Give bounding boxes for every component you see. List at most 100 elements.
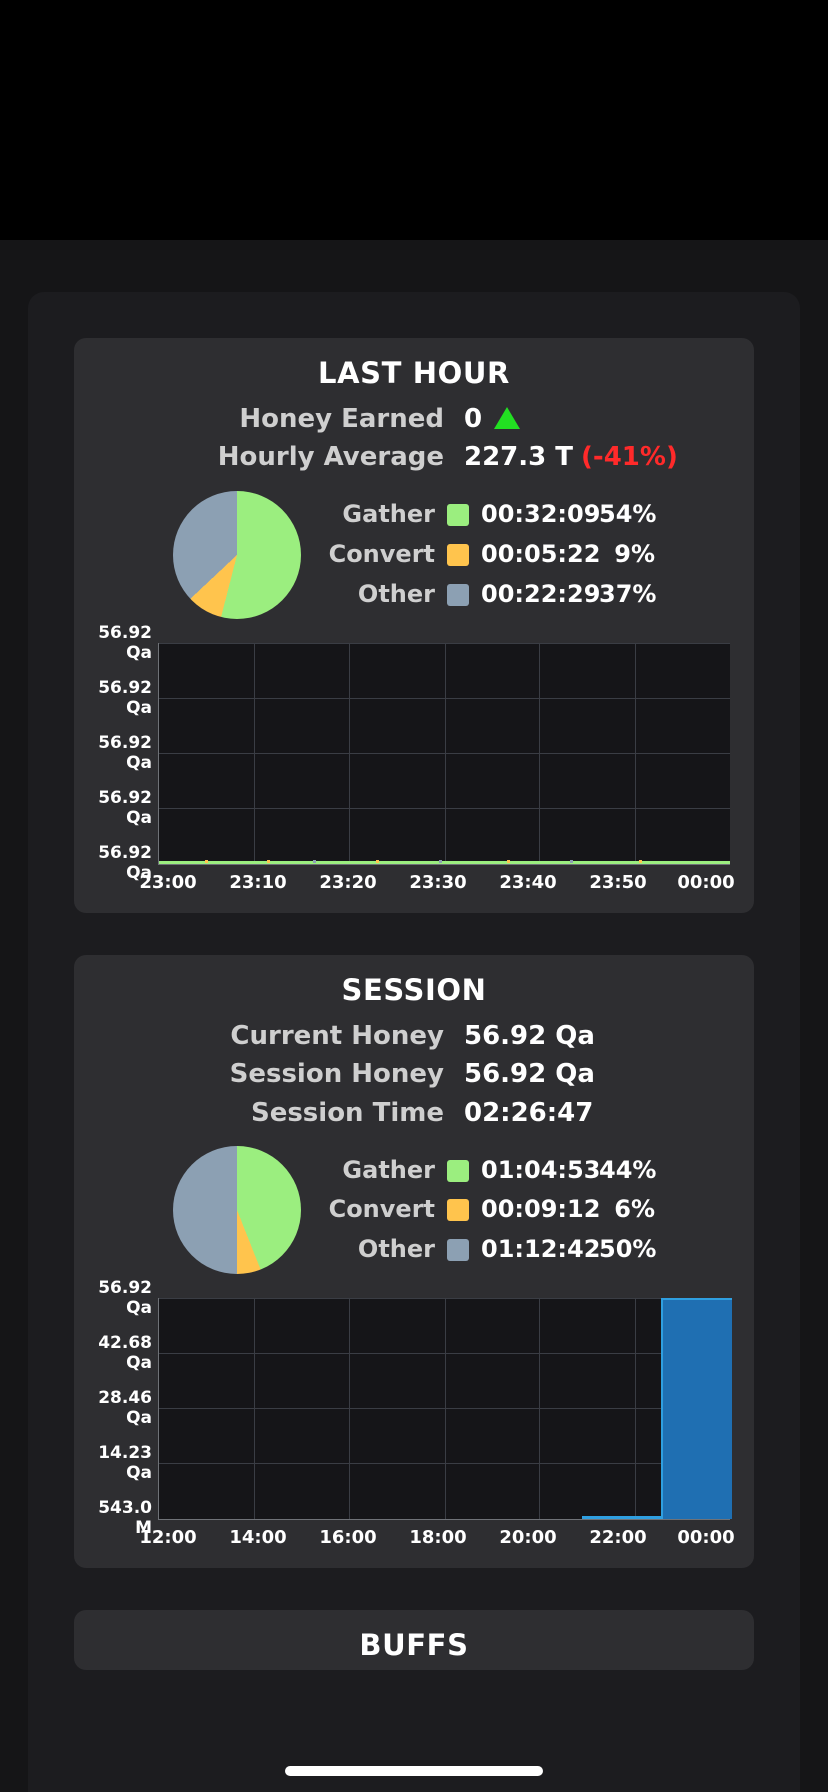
legend-swatch-gather	[447, 504, 469, 527]
legend-label: Other	[357, 1235, 435, 1264]
x-tick-label: 16:00	[319, 1527, 377, 1549]
y-tick-label: 543.0 M	[98, 1498, 152, 1539]
last-hour-pie-block: Gather 00:32:09 54% Convert 00:05:22 9%	[74, 477, 754, 631]
stat-row: Session Honey 56.92 Qa	[84, 1055, 744, 1093]
gridline	[634, 1298, 636, 1520]
legend-item-convert: Convert 00:09:12 6%	[327, 1190, 655, 1230]
series-marker	[204, 859, 208, 863]
session-legend: Gather 01:04:53 44% Convert 00:09:12 6%	[327, 1151, 657, 1270]
x-tick-label: 23:10	[229, 871, 287, 893]
x-tick-label: 20:00	[499, 1527, 557, 1549]
last-hour-legend: Gather 00:32:09 54% Convert 00:05:22 9%	[327, 495, 657, 615]
session-chart[interactable]: 56.92 Qa 42.68 Qa 28.46 Qa 14.23 Qa 543.…	[80, 1278, 744, 1554]
legend-label: Convert	[328, 1195, 435, 1224]
session-pie-block: Gather 01:04:53 44% Convert 00:09:12 6%	[74, 1132, 754, 1286]
stat-label: Current Honey	[230, 1020, 444, 1051]
legend-time: 01:12:42	[481, 1235, 601, 1264]
legend-label: Other	[357, 579, 435, 608]
legend-swatch-other	[447, 1239, 469, 1262]
series-marker	[570, 859, 574, 863]
series-marker	[267, 859, 271, 863]
legend-percent: 44%	[599, 1155, 657, 1184]
x-tick-label: 14:00	[229, 1527, 287, 1549]
gridline	[444, 642, 446, 864]
session-title: SESSION	[341, 972, 487, 1007]
x-tick-label: 23:50	[589, 871, 647, 893]
y-tick-label: 56.92 Qa	[98, 787, 152, 828]
stat-value: 56.92 Qa	[464, 1059, 595, 1090]
legend-time: 00:22:29	[481, 579, 601, 608]
x-tick-label: 12:00	[139, 1527, 197, 1549]
y-tick-label: 56.92 Qa	[98, 732, 152, 773]
y-tick-label: 56.92 Qa	[98, 677, 152, 718]
last-hour-stats: Honey Earned 0 Hourly Average 227.3 T (-4…	[74, 400, 754, 477]
app-body: LAST HOUR Honey Earned 0 Hourly Average …	[0, 240, 828, 1792]
scroll-content[interactable]: LAST HOUR Honey Earned 0 Hourly Average …	[28, 292, 800, 1792]
up-triangle-icon	[494, 407, 521, 429]
legend-percent: 54%	[599, 500, 657, 529]
y-tick-label: 28.46 Qa	[98, 1388, 152, 1429]
series-marker	[638, 859, 642, 863]
gridline	[253, 642, 255, 864]
x-tick-label: 18:00	[409, 1527, 467, 1549]
stat-label: Hourly Average	[217, 442, 444, 473]
legend-item-gather: Gather 00:32:09 54%	[327, 495, 657, 535]
y-tick-label: 56.92 Qa	[98, 1278, 152, 1319]
x-tick-label: 23:40	[499, 871, 557, 893]
gridline	[539, 1298, 541, 1520]
legend-item-other: Other 01:12:42 50%	[327, 1230, 657, 1270]
y-tick-label: 56.92 Qa	[98, 842, 152, 883]
stat-row: Session Time 02:26:47	[84, 1094, 744, 1132]
stat-label: Session Honey	[229, 1059, 444, 1090]
x-tick-label: 00:00	[677, 871, 735, 893]
legend-time: 00:32:09	[481, 500, 601, 529]
last-hour-plot-area	[158, 642, 730, 865]
legend-label: Convert	[328, 540, 435, 569]
buffs-card[interactable]: BUFFS	[74, 1610, 754, 1671]
last-hour-pie-chart	[173, 490, 301, 619]
stat-row: Honey Earned 0	[84, 400, 744, 438]
stat-label: Honey Earned	[239, 404, 444, 434]
gridline	[444, 1298, 446, 1520]
x-tick-label: 23:20	[319, 871, 377, 893]
stat-value: 02:26:47	[464, 1097, 594, 1128]
series-baseline	[581, 1516, 662, 1520]
y-tick-label: 56.92 Qa	[98, 622, 152, 663]
x-tick-label: 00:00	[677, 1527, 735, 1549]
series-flat-line	[159, 860, 730, 864]
legend-time: 00:09:12	[481, 1195, 601, 1224]
session-card[interactable]: SESSION Current Honey 56.92 Qa Session H…	[74, 954, 754, 1569]
stat-value: 0	[464, 400, 654, 438]
legend-percent: 9%	[614, 540, 655, 569]
legend-label: Gather	[342, 500, 435, 529]
last-hour-title: LAST HOUR	[318, 356, 510, 390]
gridline	[634, 642, 636, 864]
x-tick-label: 23:30	[409, 871, 467, 893]
legend-label: Gather	[342, 1155, 435, 1184]
legend-swatch-other	[447, 583, 469, 606]
status-bar	[0, 0, 828, 240]
legend-item-other: Other 00:22:29 37%	[327, 575, 657, 615]
stat-delta: (-41%)	[581, 442, 678, 473]
stat-row: Current Honey 56.92 Qa	[84, 1017, 744, 1055]
gridline	[349, 642, 351, 864]
legend-time: 01:04:53	[481, 1155, 601, 1184]
legend-percent: 50%	[599, 1235, 657, 1264]
home-indicator[interactable]	[285, 1766, 543, 1776]
gridline	[253, 1298, 255, 1520]
session-stats: Current Honey 56.92 Qa Session Honey 56.…	[74, 1017, 754, 1132]
y-tick-label: 42.68 Qa	[98, 1333, 152, 1374]
x-tick-label: 22:00	[589, 1527, 647, 1549]
session-plot-area	[158, 1298, 732, 1521]
last-hour-card[interactable]: LAST HOUR Honey Earned 0 Hourly Average …	[74, 338, 754, 913]
y-tick-label: 14.23 Qa	[98, 1443, 152, 1484]
legend-percent: 37%	[599, 579, 657, 608]
gridline	[539, 642, 541, 864]
legend-swatch-convert	[447, 1199, 469, 1222]
gridline	[349, 1298, 351, 1520]
legend-time: 00:05:22	[481, 540, 601, 569]
stat-number: 0	[464, 404, 483, 434]
last-hour-chart[interactable]: 56.92 Qa 56.92 Qa 56.92 Qa 56.92 Qa 56.9…	[80, 623, 744, 899]
stat-number: 227.3 T	[464, 442, 574, 473]
